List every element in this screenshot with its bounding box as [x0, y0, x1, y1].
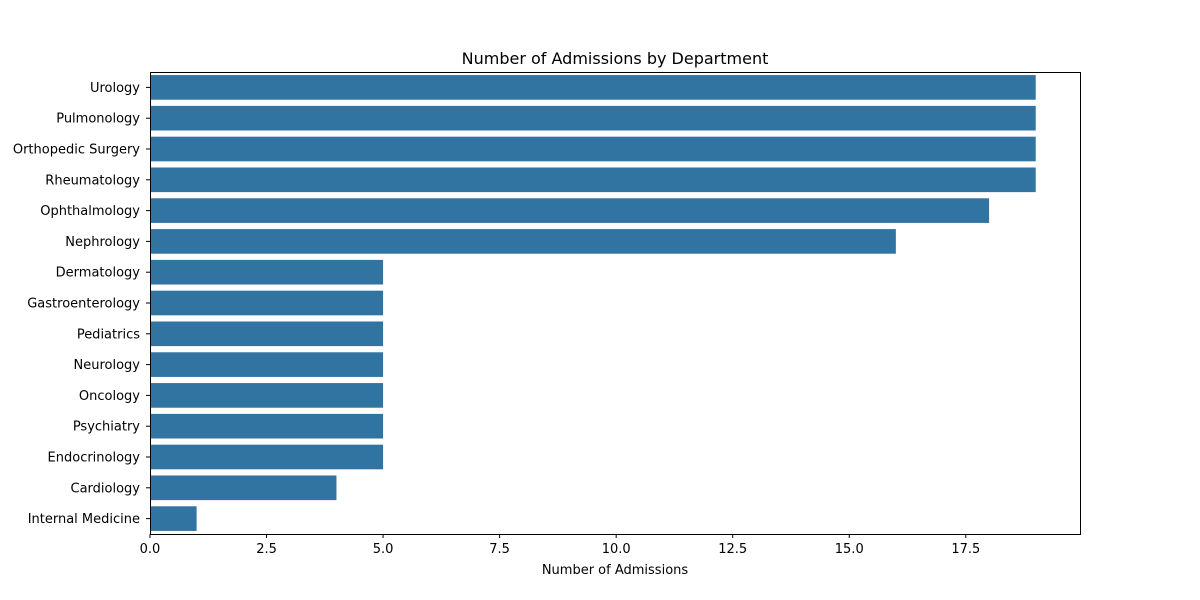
bar-pediatrics [150, 321, 384, 347]
y-tick-label: Oncology [79, 389, 140, 404]
y-tick-label: Gastroenterology [27, 297, 140, 312]
bar-endocrinology [150, 444, 384, 470]
x-tick-label: 7.5 [489, 542, 510, 557]
bar-ophthalmology [150, 198, 990, 223]
y-tick-label: Psychiatry [73, 420, 140, 435]
y-tick-label: Orthopedic Surgery [13, 143, 140, 158]
y-tick-label: Pulmonology [56, 112, 140, 127]
x-tick-label: 15.0 [835, 542, 864, 557]
bar-gastroenterology [150, 290, 384, 316]
y-tick-label: Neurology [74, 358, 141, 373]
y-tick-label: Dermatology [56, 266, 141, 281]
x-tick-label: 0.0 [140, 542, 161, 557]
bars-group [150, 75, 1036, 531]
y-tick-label: Nephrology [65, 235, 140, 250]
bar-pulmonology [150, 105, 1036, 131]
bar-orthopedic-surgery [150, 136, 1036, 162]
bar-urology [150, 75, 1036, 100]
y-tick-label: Pediatrics [77, 327, 140, 342]
y-tick-label: Rheumatology [45, 173, 140, 188]
y-tick-label: Internal Medicine [28, 512, 140, 527]
y-tick-label: Cardiology [71, 481, 141, 496]
bar-dermatology [150, 259, 384, 285]
plot-frame [150, 72, 1081, 535]
y-tick-label: Ophthalmology [40, 204, 140, 219]
y-axis: Urology Pulmonology Orthopedic Surgery Rheu… [13, 81, 150, 527]
x-tick-label: 12.5 [718, 542, 747, 557]
bar-rheumatology [150, 167, 1036, 193]
bar-neurology [150, 352, 384, 377]
chart-title: Number of Admissions by Department [462, 49, 769, 68]
bar-oncology [150, 383, 384, 408]
bar-nephrology [150, 229, 896, 254]
x-tick-label: 10.0 [602, 542, 631, 557]
x-axis: 0.0 2.5 5.0 7.5 10.0 12.5 15.0 17.5 [140, 534, 980, 557]
bar-internal-medicine [150, 506, 197, 531]
bar-cardiology [150, 475, 337, 501]
x-axis-label: Number of Admissions [542, 563, 689, 578]
y-tick-label: Urology [90, 81, 140, 96]
bar-psychiatry [150, 413, 384, 439]
y-tick-label: Endocrinology [48, 451, 141, 466]
x-tick-label: 2.5 [256, 542, 277, 557]
x-tick-label: 5.0 [373, 542, 394, 557]
x-tick-label: 17.5 [951, 542, 980, 557]
